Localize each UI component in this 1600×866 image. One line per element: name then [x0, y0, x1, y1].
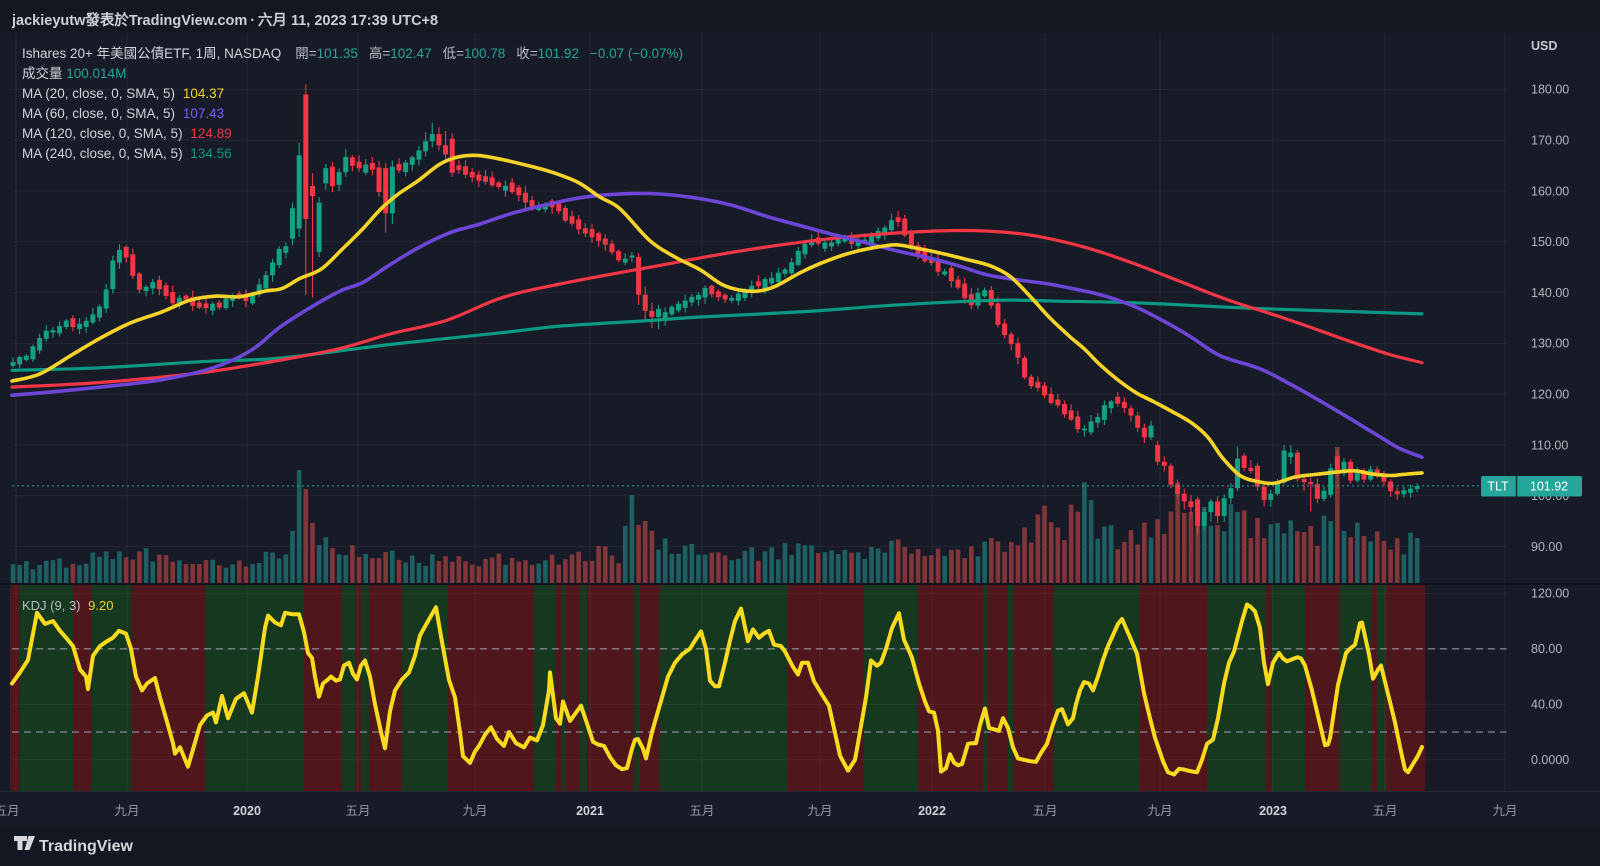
svg-text:九月: 九月: [1492, 804, 1517, 818]
svg-text:80.00: 80.00: [1531, 642, 1562, 656]
svg-text:140.00: 140.00: [1531, 286, 1569, 300]
svg-text:九月: 九月: [1147, 804, 1172, 818]
svg-text:130.00: 130.00: [1531, 337, 1569, 351]
svg-text:120.00: 120.00: [1531, 587, 1569, 601]
svg-text:2021: 2021: [576, 804, 604, 818]
svg-text:150.00: 150.00: [1531, 235, 1569, 249]
svg-text:160.00: 160.00: [1531, 184, 1569, 198]
svg-text:MA (20, close, 0, SMA, 5) 104.: MA (20, close, 0, SMA, 5) 104.37: [22, 86, 224, 101]
svg-text:2023: 2023: [1259, 804, 1287, 818]
svg-text:USD: USD: [1531, 39, 1557, 53]
svg-text:九月: 九月: [462, 804, 487, 818]
svg-text:五月: 五月: [0, 804, 20, 818]
svg-text:110.00: 110.00: [1531, 438, 1568, 452]
svg-text:五月: 五月: [689, 804, 714, 818]
svg-text:40.00: 40.00: [1531, 698, 1562, 712]
svg-text:MA (120, close, 0, SMA, 5) 124: MA (120, close, 0, SMA, 5) 124.89: [22, 126, 232, 141]
svg-text:五月: 五月: [1372, 804, 1397, 818]
svg-text:MA (240, close, 0, SMA, 5) 134: MA (240, close, 0, SMA, 5) 134.56: [22, 146, 232, 161]
svg-text:jackieyutw發表於TradingView.com ·: jackieyutw發表於TradingView.com · 六月 11, 20…: [11, 11, 438, 29]
svg-text:KDJ (9, 3) 9.20: KDJ (9, 3) 9.20: [22, 598, 113, 613]
svg-text:Ishares 20+ 年美國公債ETF, 1周, NASD: Ishares 20+ 年美國公債ETF, 1周, NASDAQ 開=101.35…: [22, 45, 683, 61]
svg-text:2020: 2020: [233, 804, 261, 818]
svg-text:五月: 五月: [345, 804, 370, 818]
svg-text:0.0000: 0.0000: [1531, 753, 1569, 767]
svg-text:九月: 九月: [114, 804, 139, 818]
svg-text:MA (60, close, 0, SMA, 5) 107.: MA (60, close, 0, SMA, 5) 107.43: [22, 106, 224, 121]
svg-text:180.00: 180.00: [1531, 83, 1569, 97]
svg-text:2022: 2022: [918, 804, 946, 818]
svg-text:101.92: 101.92: [1530, 480, 1568, 494]
svg-text:170.00: 170.00: [1531, 134, 1569, 148]
svg-text:90.00: 90.00: [1531, 540, 1562, 554]
svg-text:TradingView: TradingView: [39, 838, 134, 855]
svg-text:TLT: TLT: [1487, 480, 1509, 494]
svg-text:120.00: 120.00: [1531, 388, 1569, 402]
svg-text:成交量 100.014M: 成交量 100.014M: [22, 65, 126, 81]
svg-text:五月: 五月: [1032, 804, 1057, 818]
svg-text:九月: 九月: [807, 804, 832, 818]
